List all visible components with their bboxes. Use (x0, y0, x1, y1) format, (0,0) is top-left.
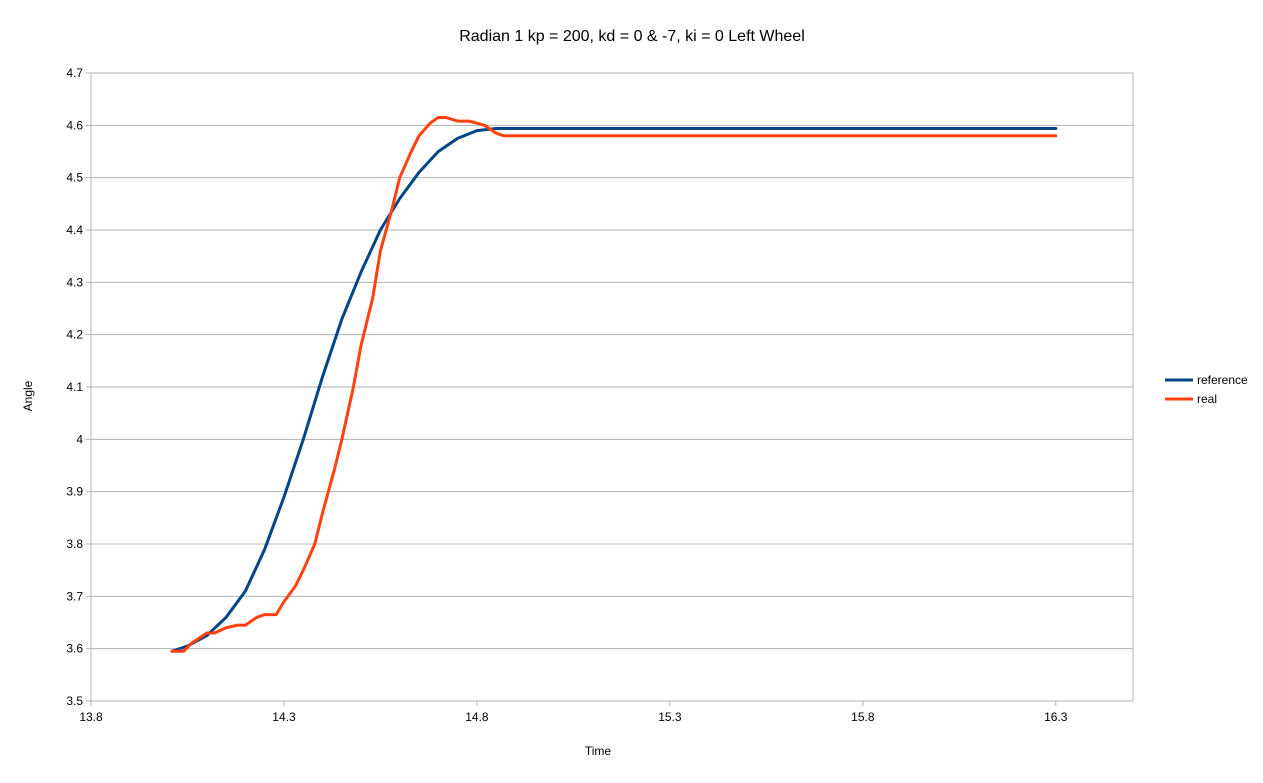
y-tick-label: 4.2 (66, 328, 83, 342)
y-tick-label: 3.8 (66, 537, 83, 551)
y-tick-label: 4.5 (66, 171, 83, 185)
x-tick-label: 14.8 (465, 710, 489, 724)
x-axis-title: Time (585, 744, 612, 758)
x-tick-label: 15.8 (851, 710, 875, 724)
x-tick-label: 14.3 (272, 710, 296, 724)
y-tick-label: 3.9 (66, 485, 83, 499)
x-tick-label: 15.3 (658, 710, 682, 724)
legend-label-real: real (1197, 392, 1217, 406)
series-line-reference (170, 127, 1058, 653)
y-axis-ticks: 3.5 3.6 3.7 3.8 3.9 4 4.1 4.2 4.3 4.4 4.5 4.6 4.7 (66, 66, 91, 708)
y-tick-label: 4.6 (66, 118, 83, 132)
y-tick-label: 4.4 (66, 223, 83, 237)
y-tick-label: 4 (76, 432, 83, 446)
y-axis-title: Angle (21, 380, 35, 411)
legend: reference real (1165, 373, 1248, 406)
y-tick-label: 4.1 (66, 380, 83, 394)
legend-label-reference: reference (1197, 373, 1248, 387)
x-tick-label: 13.8 (79, 710, 103, 724)
y-tick-label: 3.5 (66, 694, 83, 708)
y-tick-label: 4.3 (66, 275, 83, 289)
y-tick-label: 3.7 (66, 589, 83, 603)
y-tick-label: 3.6 (66, 642, 83, 656)
chart-title: Radian 1 kp = 200, kd = 0 & -7, ki = 0 L… (459, 28, 805, 45)
y-tick-label: 4.7 (66, 66, 83, 80)
x-axis-ticks: 13.8 14.3 14.8 15.3 15.8 16.3 (79, 701, 1068, 724)
series-lines (170, 116, 1058, 653)
series-line-real (170, 116, 1058, 653)
x-tick-label: 16.3 (1044, 710, 1068, 724)
